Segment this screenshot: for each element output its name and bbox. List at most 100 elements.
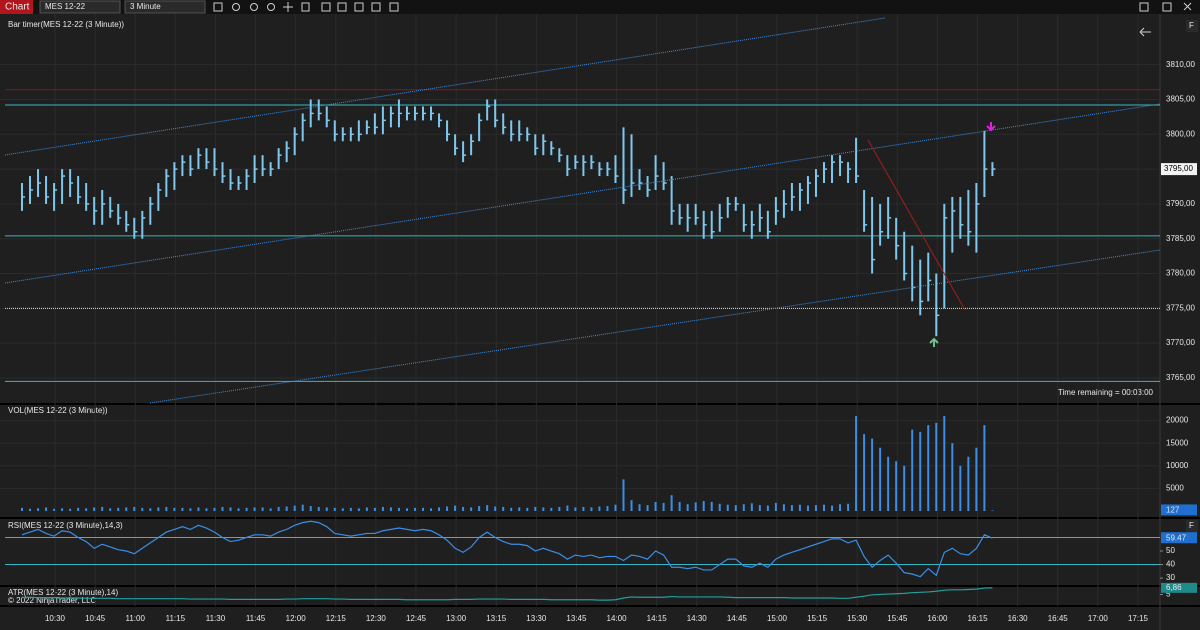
interval[interactable]: 3 Minute	[130, 2, 161, 11]
icon[interactable]	[354, 2, 364, 12]
instrument-select[interactable]	[39, 0, 121, 14]
instrument[interactable]: MES 12-22	[45, 2, 86, 11]
y-tick-label: 30	[1166, 573, 1175, 582]
trend-line	[867, 139, 966, 311]
rsi-line	[21, 520, 993, 578]
current-volume: 127	[1166, 506, 1180, 515]
current-atr: 6,86	[1166, 583, 1182, 592]
x-tick-label: 14:30	[687, 614, 708, 623]
y-tick-label: 3770,00	[1166, 338, 1195, 347]
x-tick-label: 14:00	[607, 614, 628, 623]
y-tick-label: 50	[1166, 546, 1175, 555]
icon[interactable]	[337, 2, 347, 12]
atr-panel-label: ATR(MES 12-22 (3 Minute),14)	[8, 588, 118, 597]
x-tick-label: 16:45	[1048, 614, 1069, 623]
x-tick-label: 11:15	[166, 614, 186, 623]
x-tick-label: 10:30	[45, 614, 66, 623]
icon[interactable]	[267, 3, 275, 11]
window-button[interactable]	[1162, 2, 1172, 12]
x-tick-label: 17:00	[1088, 614, 1109, 623]
y-tick-label: 3765,00	[1166, 373, 1195, 382]
timer: Time remaining = 00:03:00	[1058, 388, 1154, 397]
x-tick-label: 16:15	[968, 614, 989, 623]
atr-line	[22, 587, 993, 601]
x-tick-label: 15:00	[767, 614, 788, 623]
x-tick-label: 16:00	[927, 614, 948, 623]
x-tick-label: 10:45	[85, 614, 106, 623]
icon[interactable]	[232, 3, 240, 11]
icon[interactable]	[301, 2, 310, 12]
current-atr-box	[1161, 582, 1197, 593]
y-tick-label: 20000	[1166, 416, 1189, 425]
current-volume-box	[1161, 504, 1197, 516]
x-tick-label: 12:45	[406, 614, 427, 623]
x-tick-label: 13:30	[526, 614, 547, 623]
y-tick-label: 5	[1166, 590, 1171, 599]
x-tick-label: 15:15	[807, 614, 828, 623]
icon[interactable]	[321, 2, 331, 12]
x-tick-label: 12:15	[326, 614, 347, 623]
x-tick-label: 13:00	[446, 614, 467, 623]
icon[interactable]	[250, 3, 258, 11]
toolbar-icons[interactable]	[213, 2, 1192, 37]
panel-button-label[interactable]: F	[1189, 521, 1194, 530]
y-tick-label: 3775,00	[1166, 303, 1195, 312]
close-button[interactable]	[1183, 2, 1192, 11]
panel-button-label[interactable]: F	[1189, 21, 1194, 30]
current-rsi: 59.47	[1166, 533, 1187, 542]
y-tick-label: 5000	[1166, 484, 1184, 493]
channel-middle	[4, 103, 1161, 284]
icon[interactable]	[389, 2, 399, 12]
buy-arrow	[929, 337, 939, 347]
y-tick-label: 3785,00	[1166, 234, 1195, 243]
x-tick-label: 15:30	[847, 614, 868, 623]
current-price: 3795,00	[1164, 164, 1193, 173]
interval-select[interactable]	[124, 0, 206, 14]
y-tick-label: 15000	[1166, 438, 1189, 447]
price-panel-label: Bar timer(MES 12-22 (3 Minute))	[8, 20, 124, 29]
toolbar	[0, 0, 1200, 14]
window-button[interactable]	[1139, 2, 1149, 12]
x-tick-label: 16:30	[1008, 614, 1029, 623]
y-tick-label: 3805,00	[1166, 95, 1195, 104]
channel-upper	[4, 17, 886, 156]
x-tick-label: 14:15	[647, 614, 668, 623]
panel-separators	[0, 14, 1200, 630]
x-tick-label: 14:45	[727, 614, 748, 623]
icon[interactable]	[213, 2, 223, 12]
volume-panel-label: VOL(MES 12-22 (3 Minute))	[8, 406, 108, 415]
channel-lower	[149, 249, 1161, 404]
chart-tab[interactable]	[0, 0, 33, 14]
back-arrow[interactable]	[1139, 27, 1151, 37]
x-tick-label: 11:00	[126, 614, 146, 623]
x-tick-label: 11:30	[206, 614, 226, 623]
plot-area: 10:30 10:45 11:00 11:15 11:30 11:45 12:00 12:15…	[0, 14, 1197, 623]
y-tick-label: 3780,00	[1166, 269, 1195, 278]
sell-arrow	[986, 122, 996, 132]
x-tick-label: 11:45	[246, 614, 266, 623]
x-tick-label: 13:15	[486, 614, 507, 623]
x-tick-label: 13:45	[566, 614, 587, 623]
x-tick-label: 15:45	[887, 614, 908, 623]
icon[interactable]	[371, 2, 381, 12]
y-tick-label: 3790,00	[1166, 199, 1195, 208]
rsi-panel-label: RSI(MES 12-22 (3 Minute),14,3)	[8, 521, 123, 530]
copyright: © 2022 NinjaTrader, LLC	[8, 596, 97, 605]
x-tick-label: 12:00	[286, 614, 307, 623]
y-tick-label: 3800,00	[1166, 129, 1195, 138]
current-price-box	[1161, 163, 1197, 176]
current-rsi-box	[1161, 532, 1197, 544]
y-tick-label: 3810,00	[1166, 60, 1195, 69]
x-tick-label: 12:30	[366, 614, 387, 623]
chart-tab-label[interactable]: Chart	[5, 2, 30, 13]
drawings	[4, 17, 1161, 404]
y-tick-label: 10000	[1166, 461, 1189, 470]
panel-button[interactable]	[1186, 520, 1198, 532]
y-tick-label: 40	[1166, 560, 1175, 569]
icon[interactable]	[283, 2, 293, 12]
panel-button[interactable]	[1186, 20, 1198, 32]
x-tick-label: 17:15	[1128, 614, 1149, 623]
